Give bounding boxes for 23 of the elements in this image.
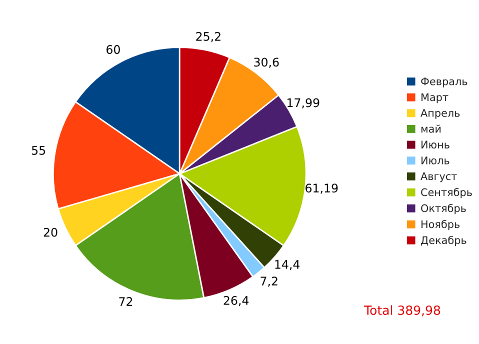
data-label: 60 (106, 45, 120, 54)
legend-label: май (421, 124, 441, 133)
text: Total 389,98 (364, 305, 440, 316)
legend-label: Ноябрь (422, 220, 460, 230)
legend-label: Февраль (421, 78, 468, 88)
data-label: 55 (32, 146, 46, 155)
legend-label: Апрель (420, 109, 460, 119)
legend-label: Июль (422, 156, 450, 164)
legend-label: Октябрь (421, 204, 466, 214)
data-label: 30,6 (254, 58, 279, 68)
legend-label: Июнь (422, 140, 450, 149)
legend-label: Март (422, 93, 448, 104)
data-label: 61,19 (306, 184, 338, 194)
data-label: 7,2 (260, 276, 278, 287)
data-label: 17,99 (288, 98, 320, 108)
data-label: 25,2 (196, 32, 220, 42)
data-label: 72 (119, 297, 132, 306)
data-label: 26,4 (224, 296, 249, 306)
data-label: 20 (44, 228, 58, 237)
legend-label: Август (420, 172, 457, 182)
legend-label: Декабрь (421, 236, 466, 246)
legend-label: Сентябрь (421, 188, 472, 198)
data-label: 14,4 (275, 260, 300, 270)
